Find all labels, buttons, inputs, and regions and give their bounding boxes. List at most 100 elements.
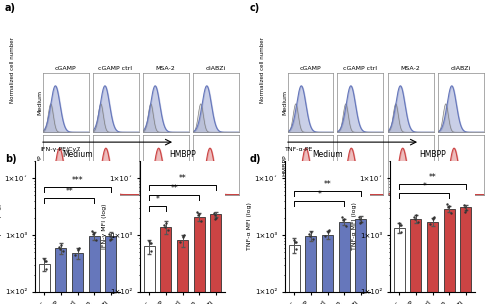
Bar xyxy=(306,236,316,304)
Text: *: * xyxy=(422,182,426,191)
Point xyxy=(460,203,468,208)
Title: MSA-2: MSA-2 xyxy=(400,66,420,71)
Point xyxy=(292,247,300,252)
Point xyxy=(211,212,219,217)
Point xyxy=(196,218,204,223)
Y-axis label: IFN-γ MFI (log): IFN-γ MFI (log) xyxy=(0,204,2,249)
Point xyxy=(395,220,403,225)
Point xyxy=(40,257,48,262)
Point xyxy=(88,231,96,236)
Point xyxy=(306,230,314,235)
Title: cGAMP ctrl: cGAMP ctrl xyxy=(344,66,378,71)
Point xyxy=(461,205,469,210)
Title: Medium: Medium xyxy=(312,150,343,159)
Point xyxy=(414,219,422,224)
Point xyxy=(179,233,187,238)
Point xyxy=(194,212,202,217)
Title: cGAMP: cGAMP xyxy=(300,66,322,71)
Point xyxy=(106,236,114,241)
Text: **: ** xyxy=(170,185,178,193)
Point xyxy=(396,222,404,227)
Text: Normalized cell number: Normalized cell number xyxy=(10,37,15,103)
Bar xyxy=(289,244,300,304)
Title: Medium: Medium xyxy=(62,150,93,159)
Text: c): c) xyxy=(250,3,260,13)
Point xyxy=(446,210,454,215)
Point xyxy=(176,239,184,244)
Point xyxy=(161,225,169,230)
Point xyxy=(160,223,168,228)
Point xyxy=(356,220,364,225)
Point xyxy=(356,216,364,221)
Point xyxy=(147,240,155,245)
Bar xyxy=(56,248,66,304)
Point xyxy=(42,266,50,271)
Bar xyxy=(210,215,221,304)
Point xyxy=(146,248,154,253)
Text: a): a) xyxy=(5,3,16,13)
Point xyxy=(444,204,452,209)
Point xyxy=(429,216,437,220)
Point xyxy=(429,217,437,222)
Text: TNF-α-PE: TNF-α-PE xyxy=(285,147,314,152)
Point xyxy=(42,259,50,264)
Point xyxy=(325,227,333,232)
Point xyxy=(164,227,172,232)
Point xyxy=(462,208,469,213)
Point xyxy=(322,234,330,239)
Text: **: ** xyxy=(178,174,186,183)
Point xyxy=(426,221,434,226)
Title: diABZi: diABZi xyxy=(206,66,226,71)
Point xyxy=(74,247,82,252)
Point xyxy=(212,215,220,220)
Bar xyxy=(194,217,204,304)
Point xyxy=(292,240,300,244)
Text: *: * xyxy=(156,195,160,204)
Point xyxy=(180,233,188,238)
Point xyxy=(445,204,453,209)
Title: diABZi: diABZi xyxy=(450,66,470,71)
Bar xyxy=(322,235,333,304)
Point xyxy=(55,244,63,249)
Point xyxy=(193,210,201,215)
Point xyxy=(56,242,64,247)
Bar xyxy=(460,207,471,304)
Bar xyxy=(410,219,422,304)
Bar xyxy=(72,253,83,304)
Point xyxy=(291,239,299,244)
Point xyxy=(342,223,349,228)
Point xyxy=(146,240,154,245)
Point xyxy=(90,230,98,235)
Bar xyxy=(394,228,404,304)
Text: ***: *** xyxy=(72,176,84,185)
Point xyxy=(72,252,80,257)
Point xyxy=(355,214,363,219)
Title: HMBPP: HMBPP xyxy=(169,150,196,159)
Title: MSA-2: MSA-2 xyxy=(156,66,176,71)
Point xyxy=(356,219,364,224)
Title: HMBPP: HMBPP xyxy=(419,150,446,159)
Point xyxy=(106,233,114,238)
Point xyxy=(195,212,203,217)
Point xyxy=(105,231,113,236)
Point xyxy=(41,259,49,264)
Y-axis label: HMBPP: HMBPP xyxy=(282,154,287,176)
Point xyxy=(412,213,420,218)
Bar xyxy=(356,219,366,304)
Text: Normalized cell number: Normalized cell number xyxy=(260,37,265,103)
Bar xyxy=(106,236,116,304)
Bar xyxy=(144,246,154,304)
Point xyxy=(411,217,419,222)
Point xyxy=(106,237,114,242)
Y-axis label: Medium: Medium xyxy=(282,90,287,115)
Point xyxy=(56,246,64,251)
Bar xyxy=(427,222,438,304)
Bar xyxy=(88,236,100,304)
Text: *: * xyxy=(318,190,321,199)
Bar xyxy=(177,240,188,304)
Point xyxy=(306,234,314,239)
Point xyxy=(179,235,187,240)
Y-axis label: HMBPP: HMBPP xyxy=(37,154,42,176)
Text: **: ** xyxy=(428,173,436,182)
Text: b): b) xyxy=(5,154,16,164)
